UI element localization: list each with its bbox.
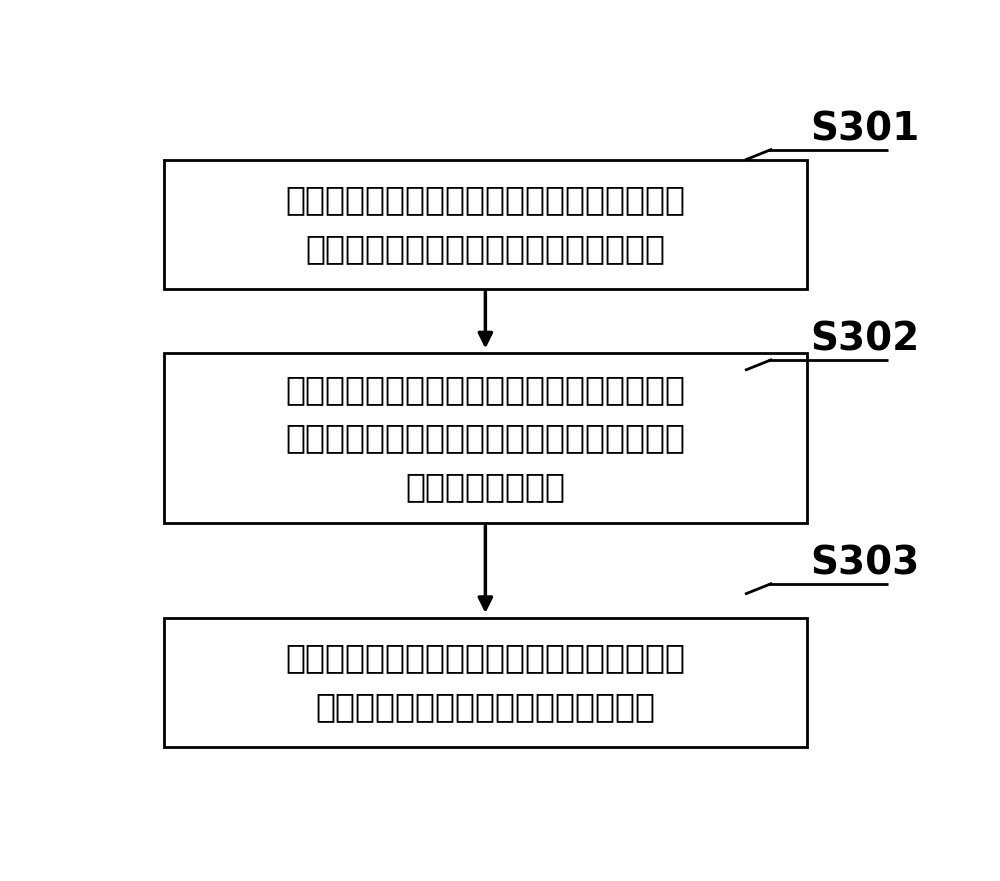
Text: 根据该电池仓唯一标识信息，调用电池仓唯一
标识信息与电池仓位置信息的对应关系，得到
电池仓的位置信息: 根据该电池仓唯一标识信息，调用电池仓唯一 标识信息与电池仓位置信息的对应关系，得…: [285, 373, 685, 503]
Text: 根据该电池箱自身的身份识别信息和该电池仓
的位置信息，确定该电池箱的安装位置: 根据该电池箱自身的身份识别信息和该电池仓 的位置信息，确定该电池箱的安装位置: [285, 641, 685, 723]
Text: 电池管理主系统接收电池箱发送的电池仓唯一
标识信息与该电池箱自身的身份识别信息: 电池管理主系统接收电池箱发送的电池仓唯一 标识信息与该电池箱自身的身份识别信息: [285, 183, 685, 265]
Bar: [164, 353, 807, 523]
Text: S303: S303: [810, 544, 920, 582]
Text: S301: S301: [810, 110, 920, 149]
Bar: [164, 618, 807, 747]
Text: S302: S302: [810, 321, 920, 359]
Bar: [164, 160, 807, 289]
